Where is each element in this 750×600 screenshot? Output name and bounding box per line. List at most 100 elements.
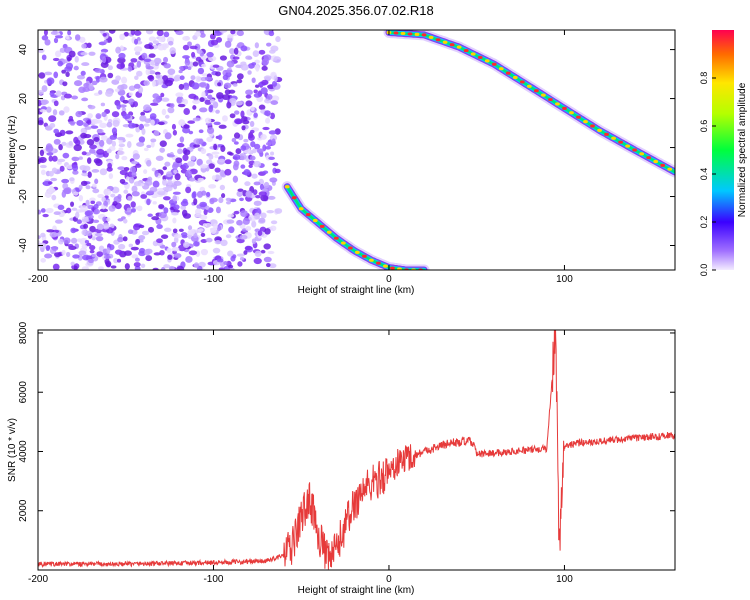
heatmap-cell <box>106 148 112 154</box>
ridge-peak <box>505 71 511 75</box>
heatmap-cell <box>76 119 84 127</box>
heatmap-cell <box>70 122 75 126</box>
heatmap-cell <box>221 94 231 101</box>
heatmap-cell <box>44 253 53 259</box>
heatmap-cell <box>124 263 130 270</box>
heatmap-cell <box>39 108 47 113</box>
heatmap-cell <box>237 188 244 192</box>
heatmap-cell <box>235 148 242 155</box>
heatmap-cell <box>88 258 94 264</box>
heatmap-cell <box>91 80 98 86</box>
heatmap-cell <box>252 50 260 57</box>
heatmap-cell <box>214 167 221 173</box>
heatmap-cell <box>223 82 232 89</box>
heatmap-cell <box>268 130 277 135</box>
heatmap-cell <box>118 243 126 250</box>
heatmap-cell <box>258 49 266 55</box>
heatmap-cell <box>164 132 172 140</box>
heatmap-cell <box>45 207 54 214</box>
heatmap-cell <box>177 148 183 155</box>
heatmap-cell <box>183 98 189 105</box>
heatmap-cell <box>97 193 104 199</box>
heatmap-cell <box>85 199 90 207</box>
heatmap-cell <box>249 120 255 127</box>
ridge-peak <box>477 55 483 60</box>
heatmap-cell <box>240 45 248 52</box>
heatmap-cell <box>199 30 205 35</box>
snr-panel: -200 -100 0 100 2000 4000 6000 8000 Height of … <box>7 321 676 596</box>
heatmap-cell <box>143 58 152 63</box>
heatmap-cell <box>128 243 134 248</box>
heatmap-cell <box>236 219 243 226</box>
ridge-peak <box>470 52 476 56</box>
heatmap-cell <box>84 126 92 130</box>
heatmap-cell <box>177 103 186 108</box>
heatmap-cell <box>47 187 56 194</box>
heatmap-cell <box>118 52 126 59</box>
heatmap-cell <box>163 63 171 69</box>
heatmap-cell <box>144 248 151 256</box>
snr-x-ticks: -200 -100 0 100 <box>28 330 573 585</box>
heatmap-cell <box>72 254 80 259</box>
heatmap-cell <box>54 252 62 258</box>
heatmap-cell <box>81 62 90 67</box>
heatmap-cell <box>213 223 218 230</box>
heatmap-cell <box>155 155 164 161</box>
ridge-peak <box>512 75 518 80</box>
heatmap-cell <box>103 255 111 260</box>
heatmap-cell <box>199 164 208 169</box>
heatmap-cell <box>88 214 94 219</box>
heatmap-cell <box>261 79 269 86</box>
ridge-band <box>386 30 675 175</box>
heatmap-cell <box>172 191 181 195</box>
heatmap-cell <box>96 251 104 258</box>
heatmap-cell <box>265 117 271 124</box>
y-tick-label: 40 <box>18 44 29 56</box>
heatmap-cell <box>148 53 156 58</box>
heatmap-cell <box>260 212 267 219</box>
heatmap-cell <box>261 58 270 66</box>
heatmap-cell <box>212 64 220 68</box>
heatmap-cell <box>74 139 81 146</box>
ridge-peak <box>484 59 490 63</box>
heatmap-cell <box>191 82 200 90</box>
heatmap-cell <box>197 177 204 182</box>
heatmap-cell <box>255 195 261 199</box>
heatmap-cell <box>190 75 196 81</box>
heatmap-cell <box>140 194 148 199</box>
heatmap-cell <box>94 178 99 185</box>
heatmap-cell <box>231 254 237 259</box>
heatmap-cell <box>136 205 143 212</box>
ridge-peak <box>397 267 402 270</box>
heatmap-cell <box>190 155 196 161</box>
heatmap-cell <box>175 92 184 98</box>
heatmap-cell <box>243 250 248 255</box>
heatmap-cell <box>50 31 58 35</box>
heatmap-cell <box>269 177 278 183</box>
heatmap-cell <box>160 92 165 98</box>
heatmap-cell <box>194 31 202 37</box>
heatmap-cell <box>98 266 104 270</box>
heatmap-cell <box>260 87 268 95</box>
snr-y-label: SNR (10 * v/v) <box>7 418 18 482</box>
heatmap-cell <box>254 42 260 49</box>
heatmap-cell <box>146 198 151 206</box>
heatmap-cell <box>158 204 165 210</box>
heatmap-cell <box>249 155 256 161</box>
heatmap-cell <box>235 101 243 106</box>
heatmap-cell <box>162 166 167 171</box>
heatmap-cell <box>100 135 108 141</box>
heatmap-cell <box>158 211 167 219</box>
heatmap-cell <box>227 34 234 39</box>
heatmap-cell <box>117 84 125 91</box>
heatmap-cell <box>133 223 141 231</box>
heatmap-cell <box>254 250 262 257</box>
heatmap-cell <box>163 207 169 214</box>
heatmap-cell <box>79 237 88 245</box>
heatmap-cell <box>195 56 202 62</box>
heatmap-cell <box>226 219 235 224</box>
heatmap-cell <box>204 76 213 81</box>
heatmap-cell <box>112 201 118 206</box>
heatmap-cell <box>57 204 65 211</box>
heatmap-cell <box>267 195 276 200</box>
